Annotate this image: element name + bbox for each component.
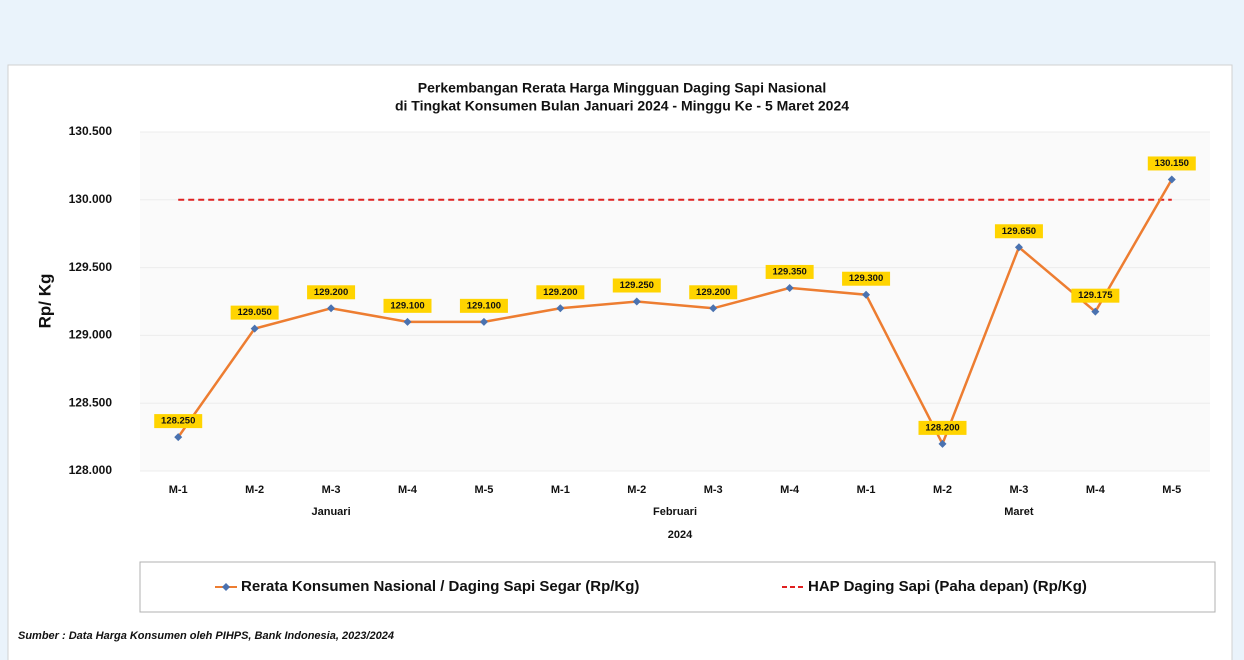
x-tick-label: M-2	[933, 484, 952, 496]
y-tick-label: 130.500	[69, 124, 113, 138]
value-label: 129.250	[620, 280, 654, 291]
value-label: 128.250	[161, 416, 195, 427]
y-tick-label: 129.000	[69, 328, 113, 342]
value-label: 129.200	[314, 287, 348, 298]
x-tick-label: M-3	[1009, 484, 1028, 496]
value-label: 129.350	[772, 266, 806, 277]
legend	[139, 561, 1216, 613]
data-point	[403, 317, 412, 326]
legend-marker	[222, 583, 230, 591]
data-point	[250, 324, 259, 333]
data-point	[938, 439, 947, 448]
y-tick-label: 129.500	[69, 260, 113, 274]
x-tick-label: M-1	[857, 484, 876, 496]
value-label: 129.100	[467, 300, 501, 311]
value-label: 129.200	[543, 287, 577, 298]
value-label-bg	[536, 285, 585, 300]
value-label: 130.150	[1155, 158, 1189, 169]
data-line	[177, 178, 1173, 447]
value-label-bg	[918, 420, 967, 435]
data-point	[556, 304, 565, 313]
x-tick-label: M-3	[322, 484, 341, 496]
x-group-label: Januari	[312, 506, 351, 518]
source-note: Sumber : Data Harga Konsumen oleh PIHPS,…	[18, 630, 394, 642]
data-point	[479, 317, 488, 326]
y-axis-label: Rp/ Kg	[35, 274, 54, 329]
value-label-bg	[1147, 156, 1196, 171]
x-tick-label: M-2	[627, 484, 646, 496]
data-point	[785, 283, 794, 292]
data-point	[632, 297, 641, 306]
x-tick-label: M-4	[398, 484, 418, 496]
value-label-bg	[994, 224, 1043, 239]
chart-subtitle: di Tingkat Konsumen Bulan Januari 2024 -…	[395, 98, 849, 114]
value-label: 129.100	[390, 300, 424, 311]
x-tick-label: M-1	[551, 484, 570, 496]
value-label-bg	[154, 414, 203, 429]
x-tick-label: M-5	[1162, 484, 1181, 496]
value-label-bg	[230, 305, 279, 320]
value-label-bg	[842, 271, 891, 286]
x-group-label: Februari	[653, 506, 697, 518]
value-label-bg	[689, 285, 738, 300]
value-label: 129.650	[1002, 226, 1036, 237]
y-tick-label: 130.000	[69, 192, 113, 206]
chart-title: Perkembangan Rerata Harga Mingguan Dagin…	[418, 80, 826, 96]
x-group-label: Maret	[1004, 506, 1034, 518]
x-tick-label: M-5	[474, 484, 493, 496]
x-tick-label: M-4	[1086, 484, 1106, 496]
value-label: 129.175	[1078, 290, 1113, 301]
data-point	[327, 304, 336, 313]
legend-label: Rerata Konsumen Nasional / Daging Sapi S…	[241, 578, 639, 595]
x-tick-label: M-1	[169, 484, 188, 496]
data-point	[1167, 175, 1176, 184]
plot-area	[140, 132, 1210, 471]
data-point	[174, 433, 183, 442]
value-label-bg	[1071, 288, 1120, 303]
value-label-bg	[459, 298, 508, 313]
data-point	[709, 304, 718, 313]
value-label: 128.200	[925, 422, 959, 433]
x-tick-label: M-4	[780, 484, 800, 496]
y-tick-label: 128.500	[69, 395, 113, 409]
y-tick-label: 128.000	[69, 463, 113, 477]
x-super-label: 2024	[668, 529, 693, 541]
value-label-bg	[307, 285, 356, 300]
value-label-bg	[383, 298, 432, 313]
value-label: 129.200	[696, 287, 730, 298]
data-point	[1091, 307, 1100, 316]
value-label: 129.050	[237, 307, 271, 318]
data-point	[862, 290, 871, 299]
value-label-bg	[765, 264, 814, 279]
value-label-bg	[612, 278, 661, 293]
x-tick-label: M-3	[704, 484, 723, 496]
data-point	[1014, 243, 1023, 252]
x-tick-label: M-2	[245, 484, 264, 496]
legend-label: HAP Daging Sapi (Paha depan) (Rp/Kg)	[808, 578, 1087, 595]
value-label: 129.300	[849, 273, 883, 284]
